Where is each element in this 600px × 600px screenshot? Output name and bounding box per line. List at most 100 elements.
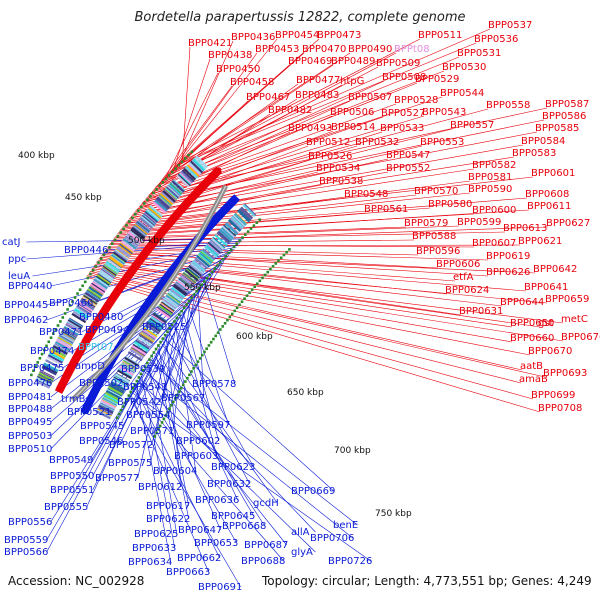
dotted-guide (171, 170, 174, 174)
dotted-guide (190, 150, 194, 154)
dotted-guide (81, 284, 84, 288)
dotted-guide (249, 227, 253, 230)
dotted-guide (158, 424, 162, 428)
forward-gene-label: BPP0537 (488, 20, 532, 31)
reverse-cog-feature (147, 319, 163, 331)
dotted-guide (157, 344, 160, 347)
reverse-label-connector (168, 332, 250, 485)
reverse-gene-label: BPP0706 (310, 533, 354, 544)
reverse-gene-label: BPP0546 (79, 436, 123, 447)
reverse-cog-feature (209, 239, 223, 253)
reverse-gene-label: BPP0604 (153, 466, 197, 477)
dotted-guide (228, 315, 232, 319)
dotted-guide (86, 276, 90, 280)
dotted-guide (182, 306, 186, 310)
reverse-gene-label: catJ (2, 237, 21, 248)
reverse-label-connector (155, 353, 189, 520)
reverse-label-connector (129, 397, 241, 588)
forward-cog-feature (168, 183, 182, 197)
reverse-gene-label: leuA (8, 271, 30, 282)
reverse-cog-feature (146, 321, 161, 333)
dotted-guide (116, 234, 120, 238)
reverse-cog-feature (229, 217, 243, 231)
dotted-guide (187, 299, 191, 303)
forward-label-connector (155, 100, 249, 188)
dotted-guide (154, 347, 158, 351)
forward-cog-feature (102, 265, 117, 277)
forward-label-connector (175, 42, 477, 167)
reverse-label-connector (159, 290, 200, 403)
reverse-gene-label: BPP0480 (79, 312, 123, 323)
forward-cog-feature (88, 286, 103, 297)
reverse-cog-feature (102, 396, 118, 406)
dotted-guide (271, 265, 275, 268)
dotted-guide (117, 412, 121, 416)
dotted-guide (269, 267, 272, 271)
dotted-guide (47, 340, 51, 344)
forward-cog-feature (38, 372, 54, 382)
forward-cog-feature (130, 227, 145, 240)
reverse-gene-label: BPP0653 (194, 538, 238, 549)
genome-backbone (70, 184, 229, 403)
dotted-guide (68, 304, 72, 307)
dotted-guide (203, 350, 206, 354)
dotted-guide (105, 249, 108, 253)
forward-gene-label: BPP0660 (510, 333, 554, 344)
reverse-gene-label: BPP0446 (64, 245, 108, 256)
reverse-label-connector (50, 314, 182, 450)
forward-cog-feature (140, 215, 155, 228)
forward-gene-label: BPP0547 (386, 150, 430, 161)
reverse-cog-feature (110, 381, 126, 392)
reverse-cog-feature (165, 294, 180, 306)
dotted-guide (158, 184, 161, 188)
forward-gene-label: BPP0548 (344, 189, 388, 200)
dotted-guide (59, 320, 62, 323)
forward-gene-label: htpG (340, 76, 364, 87)
reverse-label-connector (46, 383, 139, 553)
reverse-gene-label: BPP0647 (178, 525, 222, 536)
forward-gene-label: BPP0608 (525, 189, 569, 200)
reverse-label-connector (163, 275, 212, 370)
dotted-guide (99, 257, 103, 261)
reverse-label-connector (136, 385, 171, 563)
dotted-guide (91, 268, 95, 272)
forward-label-connector (182, 46, 191, 159)
forward-gene-label: BPP0579 (404, 218, 448, 229)
reverse-cog-feature (221, 225, 236, 239)
dotted-guide (240, 300, 244, 304)
reverse-cog-feature (117, 369, 133, 380)
reverse-label-connector (179, 316, 217, 457)
forward-label-connector (160, 83, 299, 183)
reverse-gene-label: BPP0495 (8, 417, 52, 428)
figure-title: Bordetella parapertussis 12822, complete… (134, 10, 466, 25)
forward-cog-feature (37, 373, 53, 383)
forward-gene-label: BPP0512 (306, 137, 350, 148)
forward-gene-label: BPP0493 (288, 123, 332, 134)
forward-gene-label: BPP0467 (246, 92, 290, 103)
dotted-guide (263, 273, 267, 277)
reverse-gene-label: benE (333, 520, 358, 531)
dotted-guide (210, 270, 214, 274)
forward-cog-feature (37, 374, 53, 384)
forward-gene-label: BPP0631 (459, 306, 503, 317)
forward-gene-label: BPP0544 (440, 88, 484, 99)
forward-cog-feature (42, 364, 58, 374)
reverse-cog-feature (196, 255, 210, 268)
reverse-label-connector (149, 362, 358, 526)
reverse-label-connector (173, 325, 254, 468)
forward-cog-feature (166, 185, 180, 198)
dotted-guide (102, 253, 106, 257)
forward-label-connector (172, 52, 258, 169)
reverse-gene-label: BPP0476 (8, 378, 52, 389)
reverse-gene-label: BPP0555 (44, 502, 88, 513)
reverse-label-connector (134, 388, 220, 559)
forward-cog-feature (145, 210, 159, 223)
reverse-cog-feature (227, 219, 242, 232)
reverse-gene-label: BPP0471 (39, 327, 83, 338)
reverse-gene-label: BPP0687 (244, 540, 288, 551)
dotted-guide (150, 354, 153, 358)
reverse-label-connector (162, 341, 238, 501)
reverse-cog-feature (214, 234, 228, 247)
reverse-cog-feature (114, 373, 130, 384)
forward-cog-feature (178, 173, 192, 186)
